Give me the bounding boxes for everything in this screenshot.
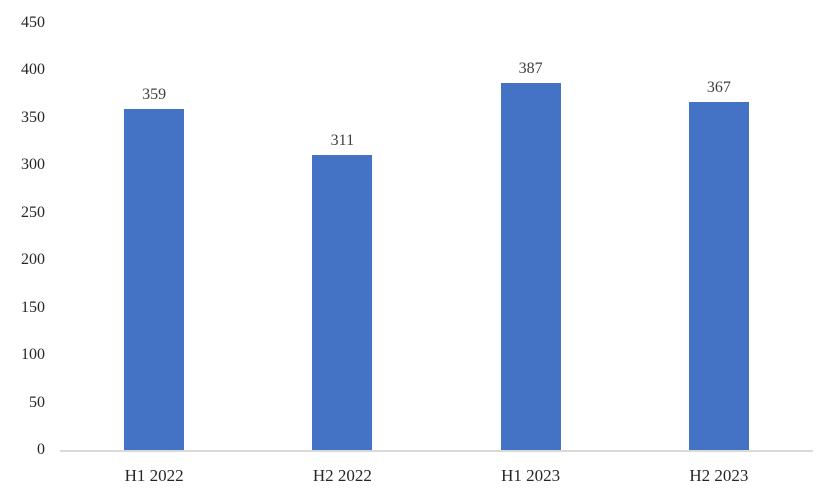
bar-value-label: 367 bbox=[706, 78, 731, 96]
x-tick-label: H2 2023 bbox=[689, 466, 749, 485]
bar-group: 311 bbox=[248, 23, 436, 450]
bar-group: 359 bbox=[60, 23, 248, 450]
bar-value-label: 311 bbox=[330, 131, 355, 149]
bar-value-label: 359 bbox=[142, 86, 167, 104]
y-axis: 0 50 100 150 200 250 300 350 400 450 bbox=[0, 15, 45, 458]
y-tick-label: 150 bbox=[21, 298, 45, 316]
y-tick-label: 0 bbox=[37, 441, 45, 458]
x-axis-line bbox=[60, 450, 813, 452]
y-tick-label: 400 bbox=[21, 61, 45, 79]
bar-value-label: 387 bbox=[518, 59, 543, 77]
y-tick-label: 50 bbox=[29, 393, 45, 411]
x-axis: H1 2022 H2 2022 H1 2023 H2 2023 bbox=[60, 466, 813, 490]
bar bbox=[312, 154, 373, 450]
bar bbox=[124, 109, 185, 450]
bar-group: 367 bbox=[625, 23, 813, 450]
y-tick-label: 200 bbox=[21, 251, 45, 269]
bar bbox=[500, 82, 561, 450]
bar-group: 387 bbox=[437, 23, 625, 450]
y-tick-label: 450 bbox=[21, 14, 45, 31]
x-tick-label: H2 2022 bbox=[312, 466, 372, 485]
x-tick-label: H1 2022 bbox=[124, 466, 184, 485]
y-tick-label: 250 bbox=[21, 203, 45, 221]
plot-area: 359 311 387 367 bbox=[60, 23, 813, 452]
bar bbox=[688, 101, 749, 450]
y-tick-label: 350 bbox=[21, 108, 45, 126]
x-tick-label: H1 2023 bbox=[501, 466, 561, 485]
y-tick-label: 300 bbox=[21, 156, 45, 174]
y-tick-label: 100 bbox=[21, 346, 45, 364]
